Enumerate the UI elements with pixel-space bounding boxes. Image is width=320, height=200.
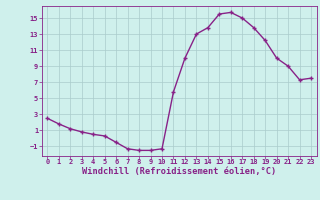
X-axis label: Windchill (Refroidissement éolien,°C): Windchill (Refroidissement éolien,°C) [82,167,276,176]
